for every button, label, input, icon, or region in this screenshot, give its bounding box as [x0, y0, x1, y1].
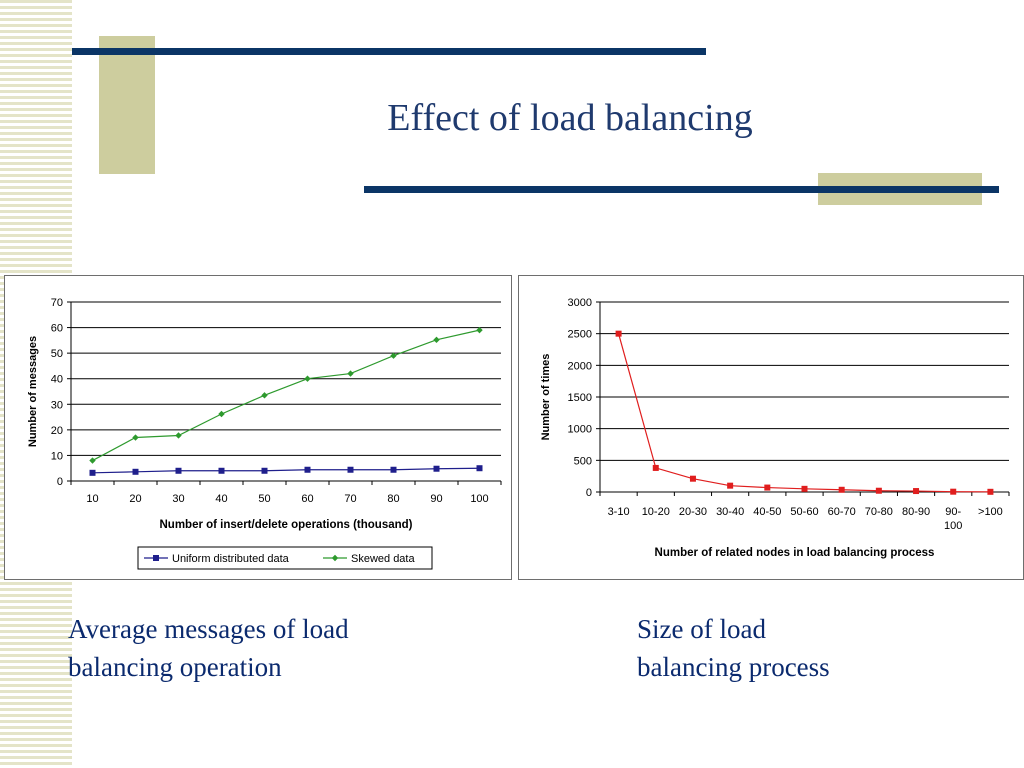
y-axis-label: Number of messages [27, 336, 39, 447]
y-tick-label: 10 [51, 450, 63, 462]
data-point [132, 468, 139, 475]
y-tick-label: 2000 [568, 360, 592, 372]
y-tick-label: 70 [51, 297, 63, 309]
data-point [175, 432, 182, 439]
x-tick-label: 70-80 [865, 506, 893, 518]
caption-right: Size of load balancing process [637, 610, 830, 686]
caption-left: Average messages of load balancing opera… [68, 610, 349, 686]
decor-navy-line-top [72, 48, 706, 55]
data-point [390, 352, 397, 359]
decor-navy-line-bottom [364, 186, 999, 193]
x-tick-label: >100 [978, 506, 1003, 518]
x-tick-label: 30-40 [716, 506, 744, 518]
decor-khaki-block-left [99, 36, 155, 174]
data-point [615, 330, 622, 337]
data-point [261, 392, 268, 399]
caption-left-line-2: balancing operation [68, 652, 282, 682]
x-tick-label: 30 [172, 493, 184, 505]
series-line-0 [92, 467, 480, 474]
caption-right-line-1: Size of load [637, 614, 766, 644]
y-tick-label: 1000 [568, 424, 592, 436]
data-point [476, 326, 483, 334]
x-axis-label: Number of related nodes in load balancin… [655, 547, 935, 559]
data-point [476, 465, 483, 472]
data-point [727, 482, 734, 489]
y-tick-label: 60 [51, 323, 63, 335]
y-tick-label: 3000 [568, 297, 592, 309]
caption-left-line-1: Average messages of load [68, 614, 349, 644]
data-point [347, 466, 354, 473]
caption-right-line-2: balancing process [637, 652, 830, 682]
data-point [652, 464, 659, 471]
legend-swatch-marker [331, 554, 339, 562]
data-point [304, 375, 311, 382]
data-point [175, 467, 182, 474]
legend-label: Skewed data [351, 553, 415, 565]
data-point [433, 336, 440, 344]
y-tick-label: 1500 [568, 392, 592, 404]
x-axis-label: Number of insert/delete operations (thou… [159, 519, 412, 531]
data-point [950, 488, 957, 495]
x-tick-label: 3-10 [608, 506, 630, 518]
y-tick-label: 20 [51, 425, 63, 437]
data-point [390, 466, 397, 473]
legend-label: Uniform distributed data [172, 553, 290, 565]
x-tick-label: 50 [258, 493, 270, 505]
x-tick-label: 90-100 [944, 506, 962, 532]
data-point [218, 410, 225, 418]
x-tick-label: 100 [470, 493, 488, 505]
x-tick-label: 10 [86, 493, 98, 505]
series-line-1 [92, 329, 480, 462]
y-tick-label: 30 [51, 399, 63, 411]
x-tick-label: 90 [430, 493, 442, 505]
chart-panel-messages: 0 10 20 30 40 50 60 70 10 20 30 40 50 60 70 80 90 100 Numb… [4, 275, 512, 580]
data-point [838, 486, 845, 493]
x-tick-label: 60-70 [828, 506, 856, 518]
data-point [304, 466, 311, 473]
y-tick-label: 500 [574, 455, 592, 467]
data-point [261, 467, 268, 474]
x-tick-label: 20 [129, 493, 141, 505]
x-tick-label: 80-90 [902, 506, 930, 518]
y-axis-label: Number of times [540, 354, 552, 441]
y-tick-label: 0 [586, 487, 592, 499]
data-point [89, 469, 96, 476]
data-point [801, 485, 808, 492]
data-point [987, 488, 994, 495]
data-point [689, 475, 696, 482]
slide-title: Effect of load balancing [387, 97, 753, 139]
y-tick-label: 0 [57, 476, 63, 488]
chart-panel-node-sizes: 0 500 1000 1500 2000 2500 3000 3-10 10-20 20-30 30… [518, 275, 1024, 580]
legend-swatch-marker [153, 555, 159, 561]
data-point [875, 487, 882, 494]
x-tick-label: 20-30 [679, 506, 707, 518]
y-tick-label: 2500 [568, 329, 592, 341]
series-line-0 [618, 333, 991, 493]
legend-box [137, 546, 433, 570]
data-point [347, 370, 354, 377]
data-point [913, 488, 920, 495]
x-tick-label: 60 [301, 493, 313, 505]
data-point [89, 457, 96, 464]
data-point [132, 434, 139, 441]
data-point [764, 484, 771, 491]
data-point [218, 467, 225, 474]
x-tick-label: 70 [344, 493, 356, 505]
x-tick-label: 40 [215, 493, 227, 505]
y-tick-label: 50 [51, 348, 63, 360]
x-tick-label: 50-60 [790, 506, 818, 518]
x-tick-label: 40-50 [753, 506, 781, 518]
x-tick-label: 10-20 [642, 506, 670, 518]
x-tick-label: 80 [387, 493, 399, 505]
node-size-line-chart: 0 500 1000 1500 2000 2500 3000 3-10 10-20 20-30 30… [540, 297, 1010, 559]
messages-line-chart: 0 10 20 30 40 50 60 70 10 20 30 40 50 60 70 80 90 100 Numb… [27, 297, 502, 570]
y-tick-label: 40 [51, 374, 63, 386]
data-point [433, 465, 440, 472]
